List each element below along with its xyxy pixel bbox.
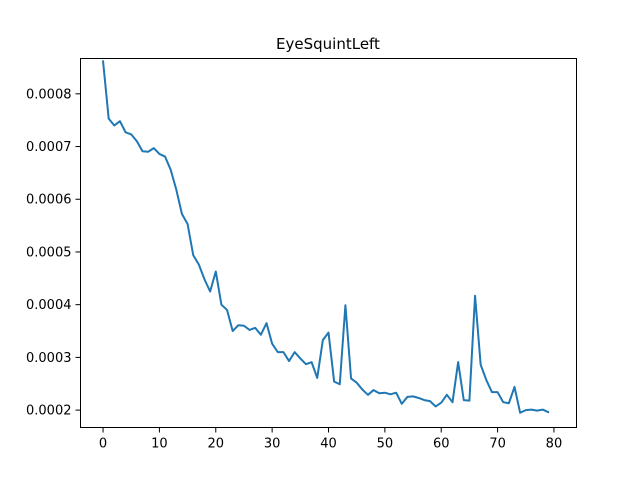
- x-tick-label: 60: [433, 437, 450, 452]
- x-tick-label: 10: [151, 437, 168, 452]
- x-tick-label: 50: [377, 437, 394, 452]
- y-tick-label: 0.0006: [26, 193, 72, 208]
- chart-title: EyeSquintLeft: [276, 35, 380, 53]
- x-tick-label: 0: [99, 437, 107, 452]
- x-tick-label: 20: [207, 437, 224, 452]
- y-tick-label: 0.0005: [26, 245, 72, 260]
- x-tick-label: 70: [489, 437, 506, 452]
- series-line: [102, 60, 550, 414]
- y-tick-label: 0.0002: [26, 404, 72, 419]
- plot-frame: [80, 58, 577, 428]
- y-tick-label: 0.0004: [26, 298, 72, 313]
- y-tick-label: 0.0008: [26, 87, 72, 102]
- x-tick-label: 40: [320, 437, 337, 452]
- y-tick-label: 0.0003: [26, 351, 72, 366]
- y-tick-label: 0.0007: [26, 140, 72, 155]
- ticks-layer: 0 10 20 30 40 50 60 70 80 0.0002 0.0003 0.0004 0.000…: [26, 87, 562, 451]
- x-tick-label: 80: [546, 437, 563, 452]
- x-tick-label: 30: [264, 437, 281, 452]
